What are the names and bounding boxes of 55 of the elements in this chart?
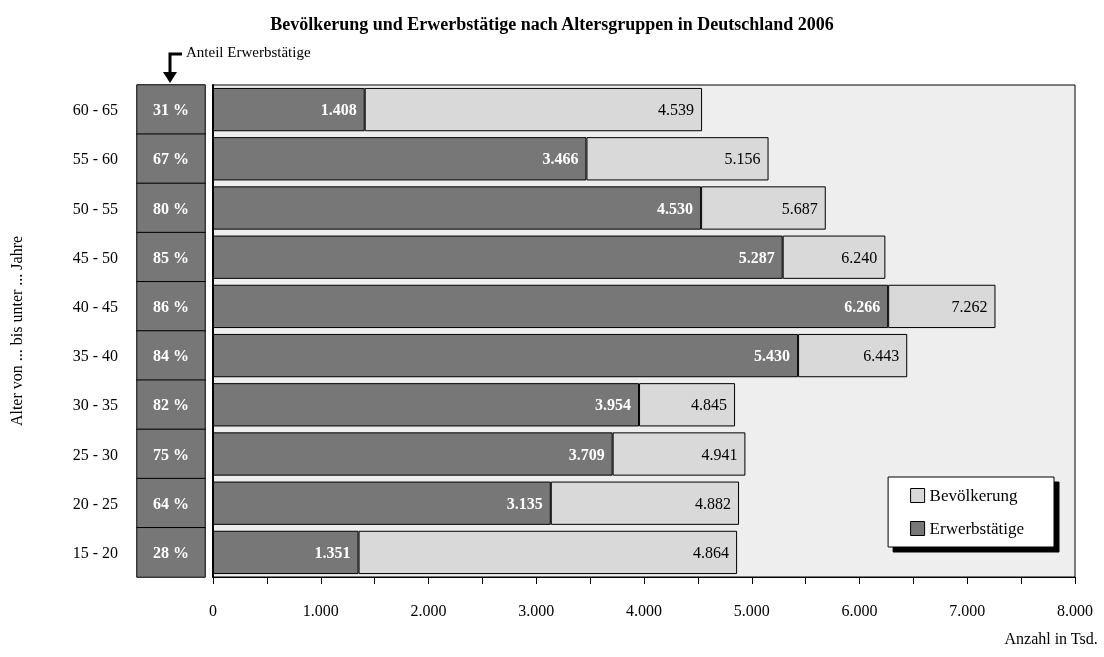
x-tick-label: 7.000 (949, 601, 986, 619)
data-label: 85 % (153, 248, 189, 266)
y-tick-label: 20 - 25 (72, 494, 118, 512)
data-label: 3.466 (542, 150, 579, 168)
y-tick-label: 45 - 50 (72, 248, 118, 266)
data-label: 31 % (153, 101, 189, 119)
data-label: 3.135 (506, 494, 543, 512)
total-label: 5.156 (724, 150, 761, 168)
data-label: 28 % (153, 543, 189, 561)
total-label: 4.845 (691, 396, 728, 414)
text: Alter von ... bis unter ... Jahre (7, 235, 25, 427)
y-tick-label: 25 - 30 (72, 445, 118, 463)
y-tick-label: 30 - 35 (72, 396, 118, 414)
x-tick-label: 1.000 (302, 601, 339, 619)
data-label: 86 % (153, 297, 189, 315)
total-label: 6.240 (841, 248, 878, 266)
total-label: 4.864 (693, 543, 730, 561)
data-label: 64 % (153, 494, 189, 512)
legend-label: Erwerbstätige (929, 519, 1024, 538)
y-tick-label: 40 - 45 (72, 297, 118, 315)
y-tick-label: 60 - 65 (72, 101, 118, 119)
chart-title: Bevölkerung und Erwerbstätige nach Altersgruppen in Deutschland 2006 (270, 14, 834, 34)
x-tick-label: 8.000 (1057, 601, 1093, 619)
x-tick-label: 4.000 (626, 601, 662, 619)
x-tick-label: 6.000 (841, 601, 878, 619)
data-label: 82 % (153, 396, 189, 414)
y-tick-label: 35 - 40 (72, 347, 118, 365)
data-label: 4.530 (657, 199, 694, 217)
total-label: 4.539 (658, 101, 695, 119)
total-label: 7.262 (951, 297, 988, 315)
y-tick-label: 15 - 20 (72, 543, 118, 561)
x-tick-label: 3.000 (518, 601, 555, 619)
data-label: 80 % (153, 199, 189, 217)
total-label: 4.941 (701, 445, 738, 463)
x-axis-title: Anzahl in Tsd. (1004, 629, 1098, 647)
data-label: 75 % (153, 445, 189, 463)
x-tick-label: 0 (209, 601, 217, 619)
text: Anteil Erwerbstätige (186, 43, 311, 60)
y-tick-label: 50 - 55 (72, 199, 118, 217)
x-tick-label: 5.000 (733, 601, 770, 619)
data-label: 6.266 (844, 297, 881, 315)
data-label: 67 % (153, 150, 189, 168)
y-tick-label: 55 - 60 (72, 150, 118, 168)
data-label: 84 % (153, 347, 189, 365)
data-label: 3.954 (595, 396, 632, 414)
total-label: 5.687 (781, 199, 818, 217)
data-label: 5.287 (738, 248, 775, 266)
data-label: 1.351 (314, 543, 351, 561)
data-label: 5.430 (754, 347, 791, 365)
data-label: 1.408 (320, 101, 357, 119)
data-label: 3.709 (568, 445, 605, 463)
legend-label: Bevölkerung (929, 486, 1018, 505)
total-label: 6.443 (863, 347, 900, 365)
x-tick-label: 2.000 (410, 601, 447, 619)
total-label: 4.882 (695, 494, 732, 512)
